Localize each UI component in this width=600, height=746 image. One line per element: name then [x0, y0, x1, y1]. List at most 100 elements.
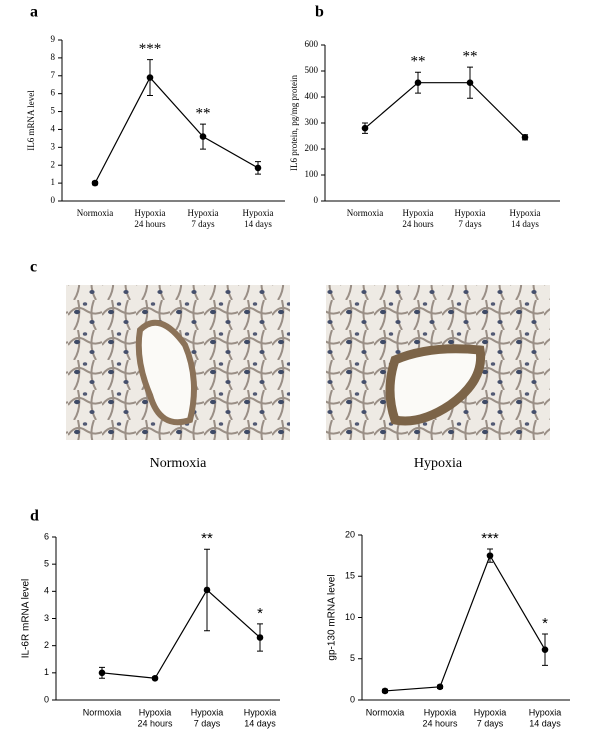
- x-tick-label: Hypoxia: [403, 208, 434, 218]
- y-tick-label: 7: [51, 70, 56, 80]
- y-tick-label: 3: [44, 613, 49, 623]
- data-point: [436, 683, 444, 691]
- x-tick-label: 14 days: [244, 718, 276, 728]
- panel-label: c: [30, 259, 37, 276]
- x-tick-label: Hypoxia: [529, 707, 562, 717]
- x-tick-label: Hypoxia: [424, 707, 457, 717]
- annotation: *: [542, 615, 548, 632]
- x-tick-label: 7 days: [477, 718, 504, 728]
- x-tick-label: Normoxia: [83, 707, 122, 717]
- y-tick-label: 200: [305, 143, 319, 153]
- y-axis-label: gp-130 mRNA level: [327, 574, 338, 660]
- y-axis-label: IL6 protein, pg/mg protein: [289, 75, 299, 171]
- y-tick-label: 100: [305, 169, 319, 179]
- y-tick-label: 500: [305, 65, 319, 75]
- x-tick-label: Normoxia: [77, 208, 114, 218]
- x-tick-label: Hypoxia: [243, 208, 274, 218]
- y-tick-label: 2: [51, 159, 56, 169]
- micrograph: [326, 285, 550, 440]
- annotation: ***: [481, 530, 499, 547]
- panel-label: a: [30, 4, 38, 21]
- data-point: [151, 674, 159, 682]
- annotation: *: [257, 605, 263, 622]
- x-tick-label: 24 hours: [134, 219, 166, 229]
- data-point: [541, 646, 549, 653]
- x-tick-label: Hypoxia: [455, 208, 486, 218]
- annotation: **: [196, 106, 211, 122]
- y-tick-label: 300: [305, 117, 319, 127]
- y-tick-label: 0: [44, 694, 49, 704]
- y-tick-label: 8: [51, 52, 56, 62]
- y-tick-label: 5: [51, 106, 56, 116]
- x-tick-label: Hypoxia: [191, 707, 224, 717]
- x-tick-label: 24 hours: [137, 718, 173, 728]
- data-point: [486, 552, 494, 559]
- x-tick-label: 14 days: [511, 219, 539, 229]
- y-tick-label: 1: [51, 177, 56, 187]
- y-tick-label: 4: [44, 586, 49, 596]
- x-tick-label: 7 days: [458, 219, 482, 229]
- data-point: [91, 179, 99, 187]
- x-tick-label: Normoxia: [347, 208, 384, 218]
- annotation: ***: [139, 41, 162, 57]
- micrograph: [66, 285, 290, 440]
- panel-label: d: [30, 508, 39, 525]
- y-tick-label: 2: [44, 640, 49, 650]
- data-point: [466, 79, 474, 86]
- y-tick-label: 0: [314, 195, 319, 205]
- x-tick-label: 7 days: [191, 219, 215, 229]
- y-tick-label: 5: [44, 559, 49, 569]
- y-tick-label: 3: [51, 141, 56, 151]
- y-tick-label: 6: [44, 531, 49, 541]
- annotation: **: [463, 49, 478, 65]
- data-point: [381, 687, 389, 695]
- y-tick-label: 10: [345, 612, 355, 622]
- data-point: [98, 669, 106, 677]
- x-tick-label: 14 days: [244, 219, 272, 229]
- chart: 0 100 200 300 400 500 600 IL6 protein, pg/mg pr…: [289, 39, 560, 229]
- y-tick-label: 4: [51, 124, 56, 134]
- y-tick-label: 600: [305, 39, 319, 49]
- data-point: [414, 79, 422, 86]
- y-axis-label: IL-6R mRNA level: [21, 579, 32, 658]
- x-tick-label: 24 hours: [402, 219, 434, 229]
- data-point: [521, 134, 529, 141]
- y-tick-label: 9: [51, 34, 56, 44]
- chart: 0 5 10 15 20 gp-130 mRNA level Normoxia Hypoxia…: [327, 529, 570, 728]
- data-line: [101, 589, 261, 679]
- data-line: [364, 82, 526, 138]
- y-tick-label: 15: [345, 571, 355, 581]
- image-caption: Hypoxia: [414, 456, 463, 471]
- x-tick-label: Normoxia: [366, 707, 405, 717]
- y-tick-label: 5: [350, 653, 355, 663]
- x-tick-label: 7 days: [194, 718, 221, 728]
- x-tick-label: Hypoxia: [135, 208, 166, 218]
- data-line: [384, 554, 546, 692]
- data-point: [199, 133, 207, 140]
- x-tick-label: 14 days: [529, 718, 561, 728]
- x-tick-label: Hypoxia: [474, 707, 507, 717]
- y-tick-label: 0: [350, 694, 355, 704]
- data-point: [256, 634, 264, 641]
- annotation: **: [411, 54, 426, 70]
- y-tick-label: 400: [305, 91, 319, 101]
- image-caption: Normoxia: [150, 456, 208, 471]
- y-axis-label: IL6 mRNA level: [26, 90, 36, 151]
- panel-label: b: [315, 4, 324, 21]
- y-tick-label: 0: [51, 195, 56, 205]
- data-point: [146, 74, 154, 81]
- y-tick-label: 20: [345, 529, 355, 539]
- x-tick-label: 24 hours: [422, 718, 458, 728]
- data-point: [361, 124, 369, 132]
- data-point: [254, 164, 262, 172]
- y-tick-label: 1: [44, 667, 49, 677]
- x-tick-label: Hypoxia: [510, 208, 541, 218]
- x-tick-label: Hypoxia: [244, 707, 277, 717]
- x-tick-label: Hypoxia: [139, 707, 172, 717]
- x-tick-label: Hypoxia: [188, 208, 219, 218]
- data-line: [94, 76, 259, 184]
- data-point: [203, 586, 211, 594]
